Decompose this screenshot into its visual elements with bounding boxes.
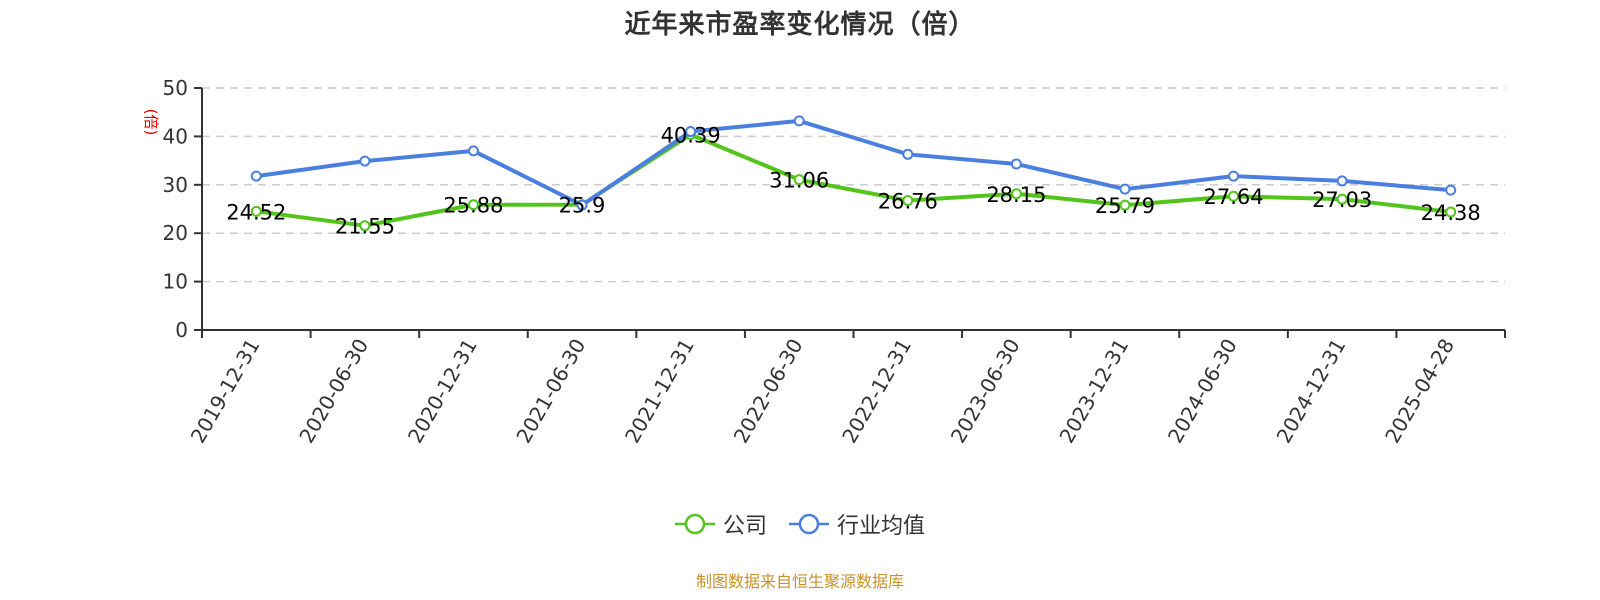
data-point[interactable] [467, 145, 479, 157]
data-label: 40.39 [661, 124, 721, 148]
x-tick-label: 2019-12-31 [186, 335, 265, 448]
grid-lines [202, 87, 1505, 283]
legend-label-company: 公司 [722, 514, 767, 539]
legend-item-company[interactable]: 公司 [674, 508, 767, 540]
legend-line-circle-icon [674, 513, 715, 535]
x-tick-label: 2024-12-31 [1272, 335, 1351, 448]
axes [201, 88, 1505, 338]
x-tick-label: 2021-06-30 [511, 335, 590, 448]
legend-label-industry-average: 行业均值 [837, 514, 926, 539]
data-label: 27.64 [1203, 185, 1263, 209]
data-point[interactable] [1445, 184, 1457, 196]
industry-average-line [256, 118, 1451, 208]
data-point[interactable] [1119, 199, 1131, 211]
legend: 公司 行业均值 [0, 508, 1600, 540]
legend-item-industry-average[interactable]: 行业均值 [789, 508, 925, 540]
data-point[interactable] [685, 126, 697, 138]
x-tick-label: 2024-06-30 [1163, 335, 1242, 448]
x-tick-label: 2025-04-28 [1380, 335, 1459, 448]
data-point[interactable] [793, 115, 805, 127]
data-labels: 24.52 21.55 25.88 25.9 40.39 31.06 26.76 28.15 2… [226, 124, 1481, 239]
data-point[interactable] [1228, 170, 1240, 182]
data-point[interactable] [1336, 193, 1348, 205]
x-tick-label: 2023-06-30 [946, 335, 1025, 448]
data-point[interactable] [1336, 175, 1348, 187]
data-label: 25.88 [443, 194, 503, 218]
data-point[interactable] [1119, 183, 1131, 195]
data-point[interactable] [359, 220, 371, 232]
x-tick-label: 2021-12-31 [620, 335, 699, 448]
data-label: 27.03 [1312, 188, 1372, 212]
data-point[interactable] [576, 199, 588, 211]
x-tick-label: 2020-12-31 [403, 335, 482, 448]
y-tick-label: 40 [163, 124, 188, 148]
data-point[interactable] [793, 174, 805, 186]
x-tick-label: 2023-12-31 [1054, 335, 1133, 448]
y-axis-label: (倍) [142, 109, 160, 136]
y-tick-label: 50 [163, 76, 188, 100]
series-group [250, 115, 1457, 232]
data-point[interactable] [1228, 190, 1240, 202]
legend-line-circle-icon [789, 513, 829, 535]
data-label: 24.52 [226, 200, 286, 224]
x-tick-label: 2022-06-30 [729, 335, 808, 448]
data-point[interactable] [902, 194, 914, 206]
data-point[interactable] [1010, 158, 1022, 170]
data-point[interactable] [1445, 206, 1457, 218]
data-point[interactable] [1010, 188, 1022, 200]
y-axis-ticks: 0 10 20 30 40 50 [163, 76, 202, 342]
data-point[interactable] [250, 170, 262, 182]
data-point[interactable] [250, 205, 262, 217]
y-tick-label: 30 [163, 173, 188, 197]
data-point[interactable] [902, 148, 914, 160]
source-note: 制图数据来自恒生聚源数据库 [695, 572, 904, 591]
data-label: 24.38 [1421, 201, 1481, 225]
data-label: 28.15 [986, 183, 1046, 207]
data-label: 21.55 [335, 215, 395, 239]
x-tick-label: 2022-12-31 [837, 335, 916, 448]
company-line [256, 132, 1451, 228]
y-tick-label: 10 [163, 270, 188, 294]
data-label: 25.79 [1095, 194, 1155, 218]
data-label: 31.06 [769, 169, 829, 193]
x-tick-label: 2020-06-30 [294, 335, 373, 448]
data-point[interactable] [359, 155, 371, 167]
y-tick-label: 20 [163, 221, 188, 245]
chart-title: 近年来市盈率变化情况（倍） [624, 10, 976, 40]
y-tick-label: 0 [175, 318, 188, 342]
x-axis-ticks: 2019-12-31 2020-06-30 2020-12-31 2021-06-30… [186, 330, 1506, 448]
data-label: 25.9 [559, 194, 606, 218]
data-point[interactable] [467, 199, 479, 211]
data-label: 26.76 [878, 189, 938, 213]
